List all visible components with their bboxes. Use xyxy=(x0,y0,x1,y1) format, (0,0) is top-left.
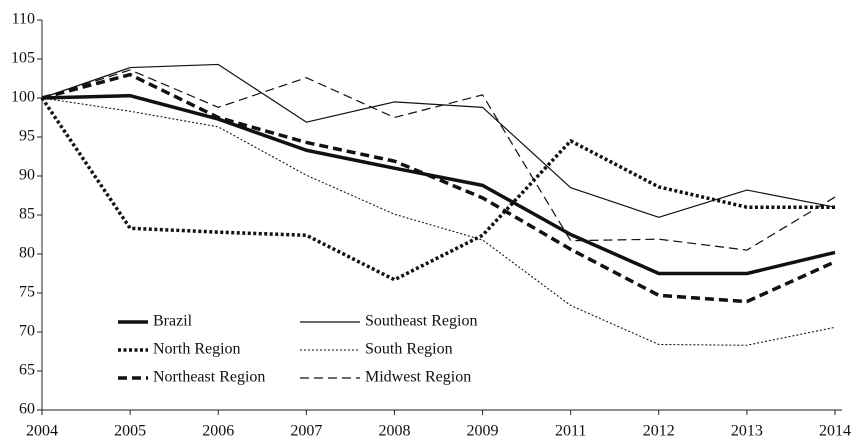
x-tick-label: 2014 xyxy=(819,423,851,440)
x-tick-label: 2005 xyxy=(114,423,146,440)
series-line xyxy=(40,97,835,282)
legend-label: Brazil xyxy=(153,313,193,330)
series-line xyxy=(41,72,836,304)
legend-label: South Region xyxy=(365,341,453,358)
legend-label: Southeast Region xyxy=(365,313,477,330)
y-tick-label: 105 xyxy=(11,50,35,67)
x-tick-label: 2008 xyxy=(378,423,410,440)
x-tick-label: 2012 xyxy=(643,423,675,440)
x-tick-label: 2009 xyxy=(467,423,499,440)
y-tick-label: 110 xyxy=(12,11,35,28)
x-tick-label: 2004 xyxy=(26,423,58,440)
series-line xyxy=(41,63,836,218)
legend-label: North Region xyxy=(153,341,241,358)
x-tick-label: 2013 xyxy=(731,423,763,440)
series-line xyxy=(41,93,836,276)
y-tick-label: 65 xyxy=(19,362,35,379)
x-tick-label: 2006 xyxy=(202,423,234,440)
y-tick-label: 100 xyxy=(11,89,35,106)
x-tick-label: 2007 xyxy=(290,423,322,440)
series-line xyxy=(41,97,836,346)
y-tick-label: 70 xyxy=(19,323,35,340)
legend-label: Midwest Region xyxy=(365,369,471,386)
y-tick-label: 95 xyxy=(19,128,35,145)
y-tick-label: 90 xyxy=(19,167,35,184)
legend-label: Northeast Region xyxy=(153,369,265,386)
y-tick-label: 75 xyxy=(19,284,35,301)
x-tick-label: 2011 xyxy=(555,423,586,440)
y-tick-label: 85 xyxy=(19,206,35,223)
series-line xyxy=(41,69,836,251)
y-tick-label: 60 xyxy=(19,401,35,418)
y-tick-label: 80 xyxy=(19,245,35,262)
